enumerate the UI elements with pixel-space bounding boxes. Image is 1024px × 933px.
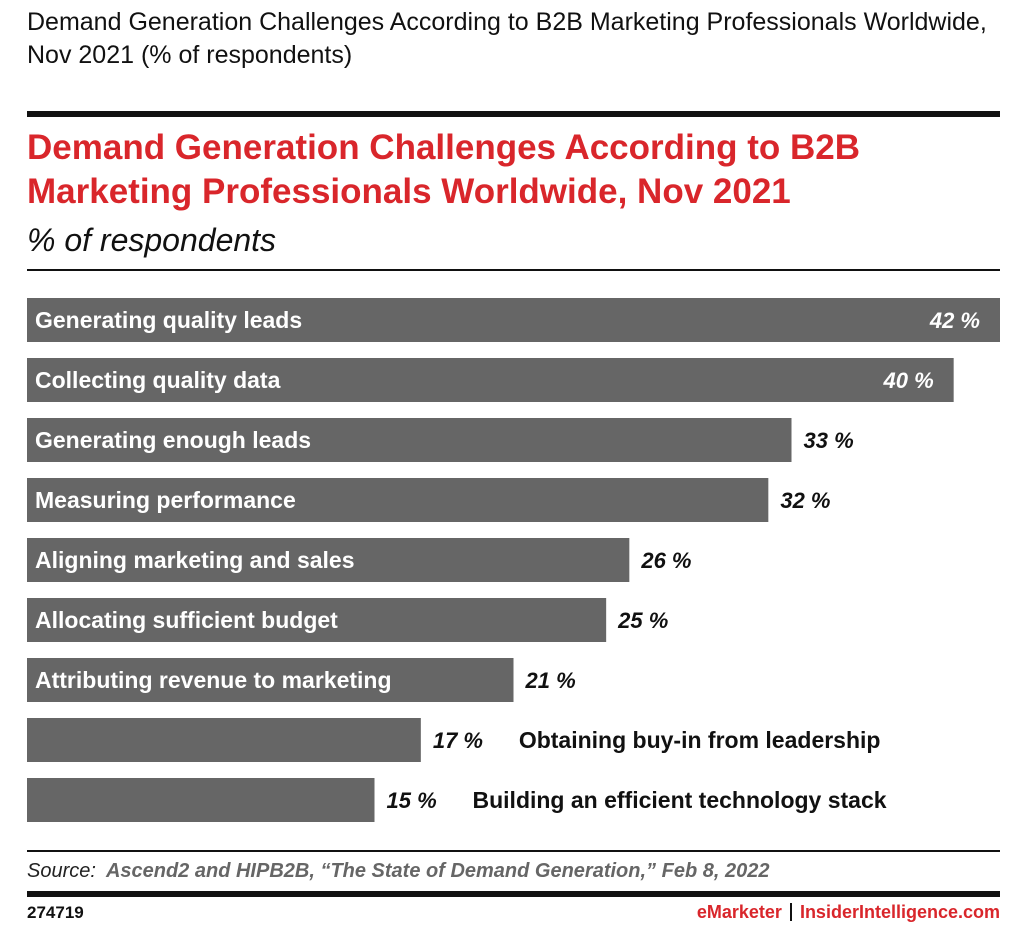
bar (27, 418, 792, 462)
bar (27, 298, 1000, 342)
bar (27, 478, 769, 522)
chart-title: Demand Generation Challenges According t… (27, 128, 861, 211)
source-label: Source: (27, 860, 96, 882)
bar (27, 358, 954, 402)
category-label: Obtaining buy-in from leadership (519, 727, 881, 753)
value-label: 26 % (640, 548, 691, 573)
divider (27, 891, 1000, 897)
value-label: 15 % (387, 788, 437, 813)
category-label: Building an efficient technology stack (473, 787, 887, 813)
category-label: Generating enough leads (35, 427, 311, 453)
bar (27, 778, 375, 822)
chart-id: 274719 (27, 903, 84, 922)
value-label: 21 % (525, 668, 576, 693)
value-label: 40 % (883, 368, 934, 393)
category-label: Measuring performance (35, 487, 296, 513)
brand-emarketer: eMarketer (696, 902, 782, 922)
source-text: Ascend2 and HIPB2B, “The State of Demand… (105, 860, 770, 882)
value-label: 33 % (804, 428, 854, 453)
bar (27, 598, 607, 642)
page-title: Demand Generation Challenges According t… (27, 8, 987, 69)
brand-logo: eMarketer InsiderIntelligence.com (697, 902, 1000, 923)
source-note: Source: Ascend2 and HIPB2B, “The State of… (27, 860, 769, 883)
value-label: 42 % (929, 308, 980, 333)
bar (27, 718, 421, 762)
divider (27, 111, 1000, 117)
value-label: 17 % (433, 728, 483, 753)
category-label: Collecting quality data (35, 367, 281, 393)
category-label: Generating quality leads (35, 307, 302, 333)
chart-subtitle: % of respondents (27, 222, 277, 258)
category-label: Aligning marketing and sales (35, 547, 355, 573)
category-label: Allocating sufficient budget (35, 607, 338, 633)
divider (27, 850, 1000, 852)
brand-insiderintelligence: InsiderIntelligence.com (799, 902, 1000, 922)
category-label: Attributing revenue to marketing (35, 667, 392, 693)
bar (27, 538, 630, 582)
value-label: 25 % (617, 608, 668, 633)
bar (27, 658, 514, 702)
value-label: 32 % (780, 488, 830, 513)
divider (27, 269, 1000, 271)
